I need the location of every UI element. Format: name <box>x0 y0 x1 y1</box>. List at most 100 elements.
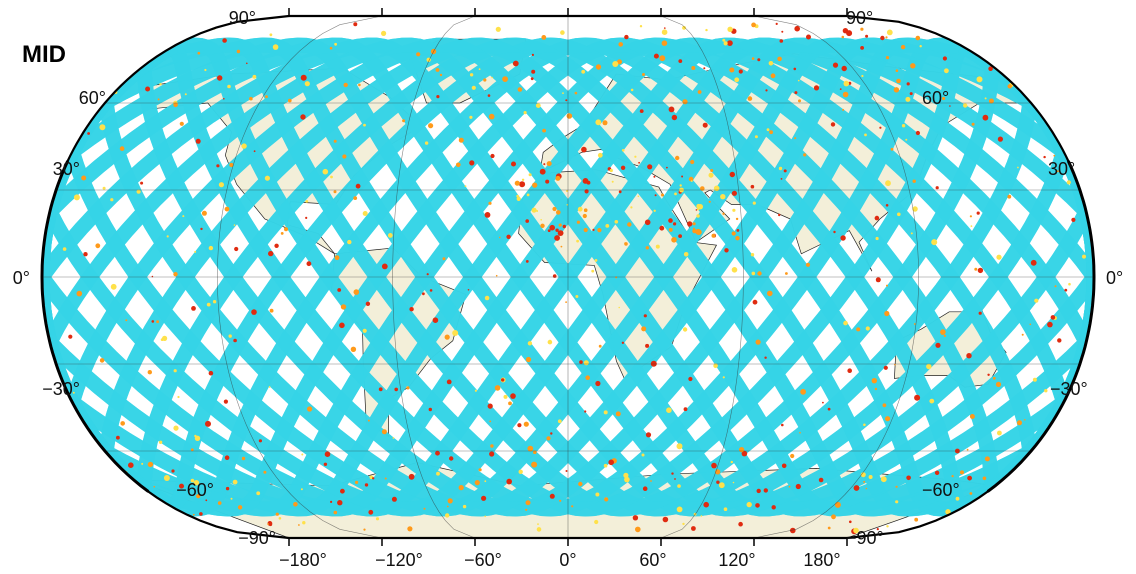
hotspot-speck <box>1050 315 1056 320</box>
hotspot-speck <box>997 430 1002 436</box>
hotspot-speck <box>674 478 676 480</box>
hotspot-speck <box>527 445 534 452</box>
hotspot-speck <box>565 470 568 472</box>
hotspot-speck <box>827 526 831 530</box>
hotspot-speck <box>274 243 279 248</box>
hotspot-speck <box>452 330 459 336</box>
hotspot-speck <box>970 225 973 228</box>
hotspot-speck <box>736 229 740 232</box>
hotspot-speck <box>895 69 899 72</box>
hotspot-speck <box>549 224 555 231</box>
hotspot-speck <box>474 389 477 392</box>
hotspot-speck <box>750 253 755 257</box>
hotspot-speck <box>232 479 238 485</box>
hotspot-speck <box>531 207 537 213</box>
hotspot-speck <box>969 215 973 218</box>
hotspot-speck <box>671 237 677 243</box>
hotspot-speck <box>446 379 452 385</box>
hotspot-speck <box>764 356 767 359</box>
hotspot-speck <box>228 334 232 338</box>
hotspot-speck <box>478 468 482 472</box>
hotspot-speck <box>381 263 388 270</box>
hotspot-speck <box>527 341 533 346</box>
lat-label-right: 0° <box>1106 268 1123 288</box>
hotspot-speck <box>585 375 590 381</box>
hotspot-speck <box>842 91 849 98</box>
hotspot-speck <box>790 453 795 459</box>
hotspot-speck <box>110 198 114 202</box>
hotspot-speck <box>806 34 811 40</box>
hotspot-speck <box>343 82 348 88</box>
hotspot-speck <box>365 301 371 306</box>
hotspot-speck <box>330 500 333 503</box>
hotspot-speck <box>865 487 868 490</box>
hotspot-speck <box>347 239 352 245</box>
hotspot-speck <box>668 227 673 232</box>
hotspot-speck <box>969 414 975 419</box>
hotspot-speck <box>576 239 579 243</box>
hotspot-speck <box>278 517 282 520</box>
hotspot-speck <box>469 115 473 119</box>
hotspot-speck <box>163 475 170 481</box>
hotspot-speck <box>716 480 720 484</box>
hotspot-speck <box>525 356 532 363</box>
hotspot-speck <box>618 190 622 194</box>
hotspot-speck <box>738 69 743 74</box>
hotspot-speck <box>179 121 184 126</box>
hotspot-speck <box>630 88 634 92</box>
hotspot-speck <box>350 346 357 352</box>
hotspot-speck <box>730 460 733 464</box>
hotspot-speck <box>595 64 602 70</box>
hotspot-speck <box>275 512 279 516</box>
hotspot-speck <box>525 260 529 263</box>
hotspot-speck <box>1057 338 1062 343</box>
hotspot-speck <box>542 128 546 133</box>
hotspot-speck <box>269 308 274 313</box>
hotspot-speck <box>249 96 253 101</box>
hotspot-speck <box>942 56 948 61</box>
hotspot-speck <box>531 461 538 468</box>
hotspot-speck <box>447 498 453 504</box>
hotspot-speck <box>700 515 703 517</box>
hotspot-speck <box>722 38 726 42</box>
hotspot-speck <box>445 513 450 518</box>
hotspot-speck <box>976 211 980 215</box>
hotspot-speck <box>687 221 693 227</box>
hotspot-speck <box>494 385 501 391</box>
hotspot-speck <box>734 77 740 83</box>
hotspot-speck <box>523 421 529 427</box>
hotspot-speck <box>618 306 620 309</box>
hotspot-speck <box>803 153 807 157</box>
hotspot-speck <box>901 124 906 128</box>
hotspot-speck <box>510 393 516 399</box>
hotspot-speck <box>621 341 625 344</box>
hotspot-speck <box>340 488 345 494</box>
hotspot-speck <box>847 368 852 374</box>
hotspot-speck <box>190 448 194 452</box>
hotspot-speck <box>484 480 487 483</box>
hotspot-speck <box>307 406 313 412</box>
hotspot-speck <box>268 522 273 527</box>
hotspot-speck <box>595 492 600 497</box>
hotspot-speck <box>512 60 519 67</box>
hotspot-speck <box>490 444 494 448</box>
lon-label: −120° <box>375 550 423 570</box>
hotspot-speck <box>756 488 761 494</box>
hotspot-speck <box>655 244 660 249</box>
hotspot-speck <box>775 22 778 25</box>
hotspot-speck <box>184 93 187 96</box>
hotspot-speck <box>1053 154 1056 157</box>
hotspot-speck <box>506 478 512 485</box>
hotspot-speck <box>330 175 333 179</box>
hotspot-speck <box>822 401 824 404</box>
hotspot-speck <box>671 114 678 121</box>
hotspot-speck <box>627 222 632 227</box>
hotspot-speck <box>406 386 410 390</box>
hotspot-speck <box>609 168 613 173</box>
hotspot-speck <box>754 135 758 139</box>
hotspot-speck <box>708 172 714 178</box>
hotspot-speck <box>644 219 651 226</box>
hotspot-speck <box>798 99 801 103</box>
hotspot-speck <box>683 252 689 257</box>
